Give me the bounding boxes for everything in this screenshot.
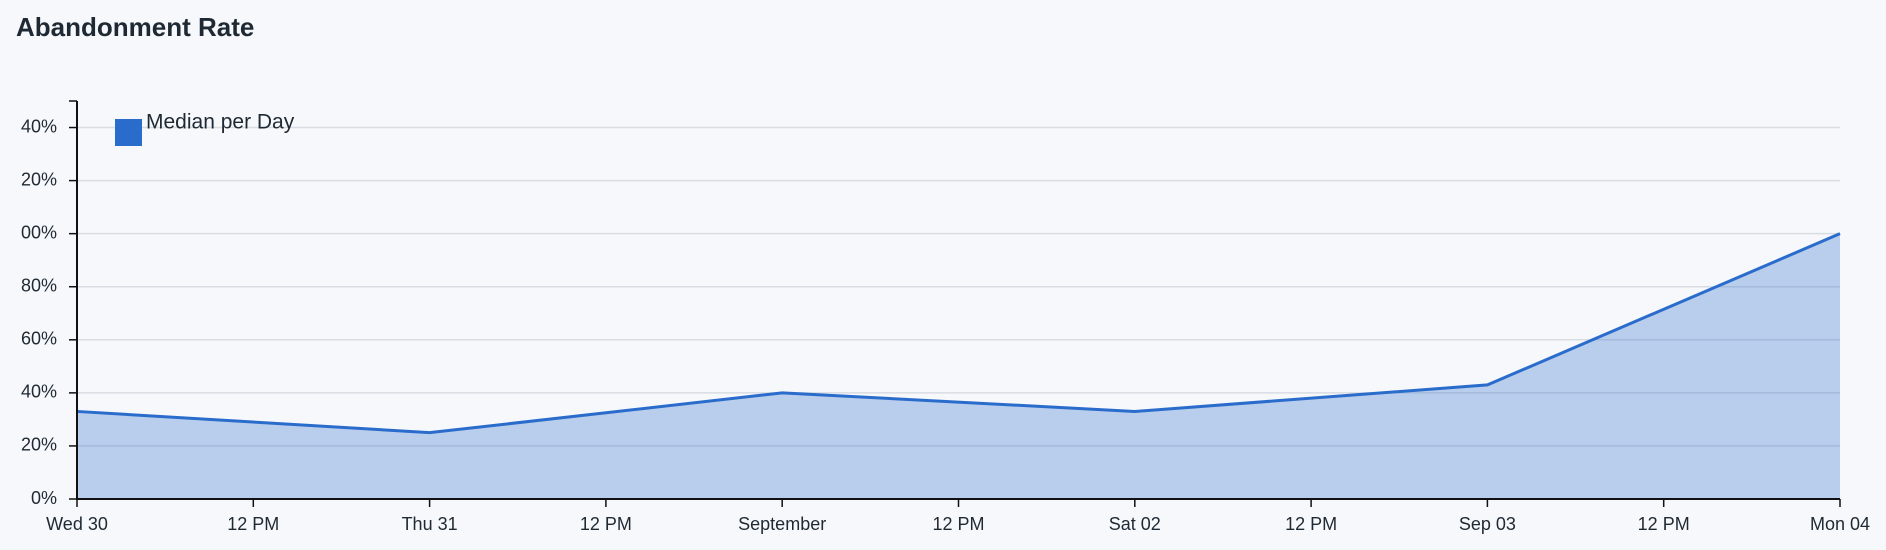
y-tick-label: 20%	[21, 169, 57, 189]
x-tick-label: 12 PM	[580, 514, 632, 534]
x-tick-label: 12 PM	[1285, 514, 1337, 534]
y-tick-label: 60%	[21, 329, 57, 349]
x-tick-label: 12 PM	[932, 514, 984, 534]
x-tick-label: Sep 03	[1459, 514, 1516, 534]
x-tick-label: September	[738, 514, 826, 534]
line	[76, 232, 1841, 435]
y-tick-label: 20%	[21, 435, 57, 455]
legend-swatch	[115, 119, 142, 146]
y-tick-label: 80%	[21, 275, 57, 295]
y-tick-label: 0%	[31, 488, 57, 508]
x-tick-label: 12 PM	[227, 514, 279, 534]
x-tick-label: Mon 04	[1810, 514, 1870, 534]
y-tick-label: 00%	[21, 222, 57, 242]
legend-label: Median per Day	[146, 111, 295, 134]
x-tick-label: Thu 31	[402, 514, 458, 534]
y-tick-label: 40%	[21, 116, 57, 136]
y-tick-label: 40%	[21, 382, 57, 402]
x-tick-label: Sat 02	[1109, 514, 1161, 534]
area	[77, 233, 1840, 499]
x-tick-label: Wed 30	[46, 514, 108, 534]
chart-title: Abandonment Rate	[16, 12, 254, 42]
x-tick-label: 12 PM	[1638, 514, 1690, 534]
